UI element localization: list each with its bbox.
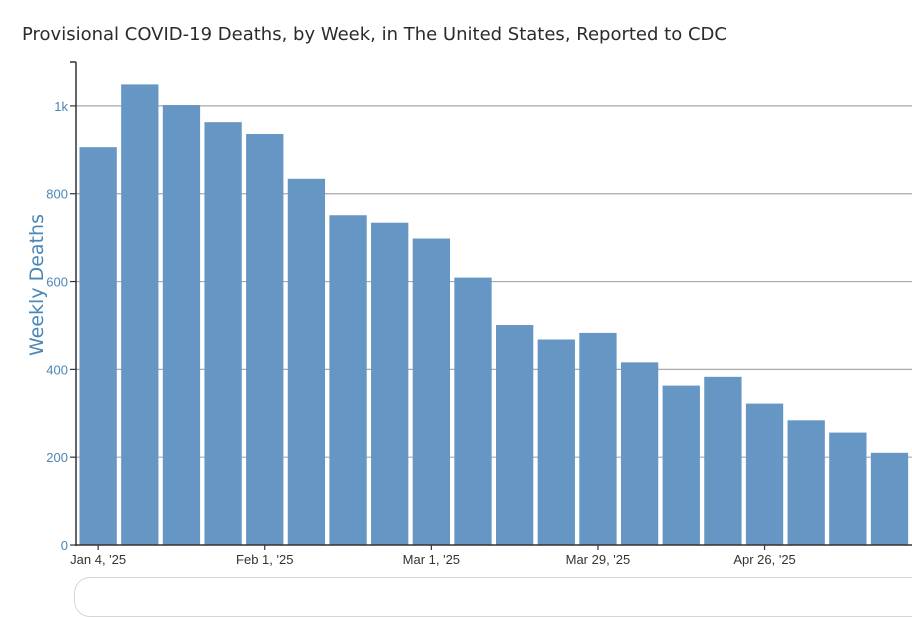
bar[interactable] — [663, 386, 700, 545]
x-tick-label: Jan 4, '25 — [70, 552, 126, 567]
y-tick-label: 1k — [54, 99, 68, 114]
bar[interactable] — [704, 377, 741, 545]
y-tick-label: 400 — [46, 362, 68, 377]
bar[interactable] — [246, 134, 283, 545]
bar[interactable] — [871, 453, 908, 545]
bar[interactable] — [454, 278, 491, 545]
x-tick-label: Feb 1, '25 — [236, 552, 293, 567]
x-tick-label: Apr 26, '25 — [733, 552, 795, 567]
grid-lines — [76, 106, 912, 457]
bar[interactable] — [829, 433, 866, 545]
bar[interactable] — [579, 333, 616, 545]
bar[interactable] — [413, 239, 450, 545]
bar[interactable] — [204, 122, 241, 545]
bar[interactable] — [288, 179, 325, 545]
bar[interactable] — [788, 420, 825, 545]
bars — [80, 84, 912, 545]
x-tick-label: Mar 1, '25 — [403, 552, 460, 567]
bar[interactable] — [329, 215, 366, 545]
x-tick-label: Mar 29, '25 — [566, 552, 631, 567]
bar[interactable] — [371, 223, 408, 545]
y-tick-label: 0 — [61, 538, 68, 553]
y-tick-label: 600 — [46, 275, 68, 290]
bar[interactable] — [163, 105, 200, 545]
y-tick-labels: 0 200 400 600 800 1k — [46, 99, 68, 553]
y-tick-label: 200 — [46, 450, 68, 465]
bar[interactable] — [538, 340, 575, 545]
x-tick-labels: Jan 4, '25 Feb 1, '25 Mar 1, '25 Mar 29, '2… — [70, 552, 796, 567]
bar-chart: 0 200 400 600 800 1k Jan 4, '25 Feb 1, '25 Mar … — [0, 0, 912, 600]
bar[interactable] — [80, 147, 117, 545]
y-tick-label: 800 — [46, 187, 68, 202]
bar[interactable] — [121, 84, 158, 545]
bar[interactable] — [746, 404, 783, 545]
bar[interactable] — [496, 325, 533, 545]
bar[interactable] — [621, 362, 658, 545]
bottom-card — [74, 577, 912, 617]
